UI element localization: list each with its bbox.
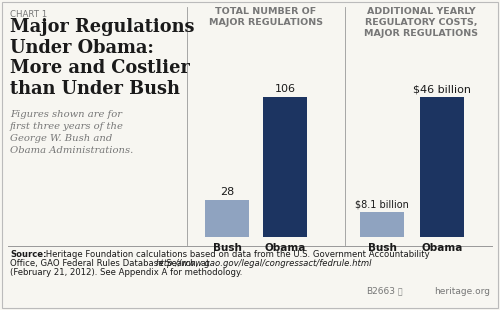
Text: http://www.gao.gov/legal/congressact/fedrule.html: http://www.gao.gov/legal/congressact/fed… bbox=[156, 259, 372, 268]
Text: ADDITIONAL YEARLY
REGULATORY COSTS,
MAJOR REGULATIONS: ADDITIONAL YEARLY REGULATORY COSTS, MAJO… bbox=[364, 7, 478, 38]
Text: Source:: Source: bbox=[10, 250, 46, 259]
Text: Obama: Obama bbox=[264, 243, 306, 253]
Text: Bush: Bush bbox=[368, 243, 396, 253]
Text: Bush: Bush bbox=[212, 243, 242, 253]
Text: Figures shown are for
first three years of the
George W. Bush and
Obama Administ: Figures shown are for first three years … bbox=[10, 110, 133, 155]
Text: CHART 1: CHART 1 bbox=[10, 10, 47, 19]
Bar bbox=[263, 97, 307, 237]
Text: TOTAL NUMBER OF
MAJOR REGULATIONS: TOTAL NUMBER OF MAJOR REGULATIONS bbox=[209, 7, 323, 27]
Bar bbox=[205, 200, 249, 237]
Bar bbox=[360, 212, 404, 237]
Text: 106: 106 bbox=[274, 84, 295, 94]
Text: 🔔: 🔔 bbox=[398, 287, 402, 296]
Text: (February 21, 2012). See Appendix A for methodology.: (February 21, 2012). See Appendix A for … bbox=[10, 268, 242, 277]
Text: Obama: Obama bbox=[422, 243, 463, 253]
Text: $46 billion: $46 billion bbox=[413, 84, 471, 94]
Text: B2663: B2663 bbox=[366, 287, 395, 296]
Bar bbox=[420, 97, 464, 237]
Text: Major Regulations
Under Obama:
More and Costlier
than Under Bush: Major Regulations Under Obama: More and … bbox=[10, 18, 194, 98]
Text: heritage.org: heritage.org bbox=[434, 287, 490, 296]
Text: Office, GAO Federal Rules Database Search, at: Office, GAO Federal Rules Database Searc… bbox=[10, 259, 212, 268]
Text: $8.1 billion: $8.1 billion bbox=[355, 199, 409, 209]
Text: 28: 28 bbox=[220, 187, 234, 197]
Text: Heritage Foundation calculations based on data from the U.S. Government Accounta: Heritage Foundation calculations based o… bbox=[43, 250, 430, 259]
